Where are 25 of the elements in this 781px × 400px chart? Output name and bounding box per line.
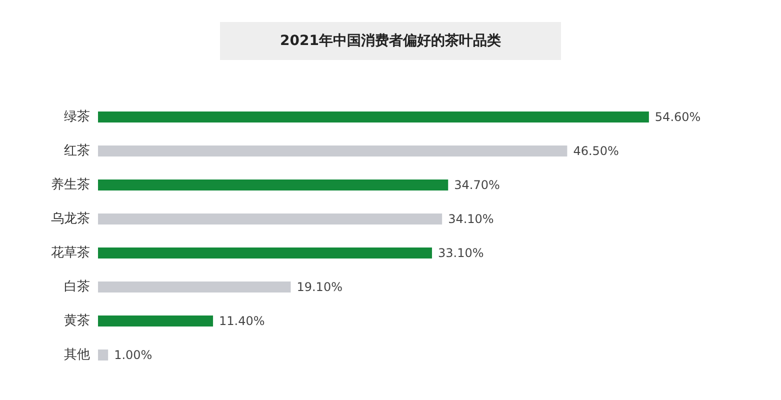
data-label: 46.50% bbox=[573, 144, 619, 158]
data-label: 33.10% bbox=[438, 246, 484, 260]
bar bbox=[98, 146, 568, 156]
data-label: 11.40% bbox=[219, 314, 265, 328]
y-tick-label: 其他 bbox=[64, 348, 90, 362]
bar bbox=[98, 214, 442, 224]
data-label: 34.70% bbox=[454, 178, 500, 192]
y-tick-label: 乌龙茶 bbox=[51, 212, 90, 226]
data-label: 54.60% bbox=[654, 110, 701, 124]
y-tick-label: 养生茶 bbox=[51, 176, 90, 192]
data-label: 34.10% bbox=[448, 212, 494, 226]
bar bbox=[98, 248, 432, 258]
y-tick-label: 黄茶 bbox=[64, 314, 90, 328]
y-tick-label: 花草茶 bbox=[51, 246, 90, 260]
bar bbox=[98, 316, 214, 326]
y-tick-label: 绿茶 bbox=[64, 110, 90, 124]
y-tick-label: 白茶 bbox=[64, 280, 90, 294]
data-label: 19.10% bbox=[296, 280, 342, 294]
y-tick-label: 红茶 bbox=[64, 144, 90, 158]
bar bbox=[98, 112, 649, 122]
chart-title: 2021年中国消费者偏好的茶叶品类 bbox=[280, 33, 501, 49]
data-label: 1.00% bbox=[114, 348, 152, 362]
bar bbox=[98, 180, 448, 190]
bar bbox=[98, 350, 108, 360]
bar bbox=[98, 282, 291, 292]
